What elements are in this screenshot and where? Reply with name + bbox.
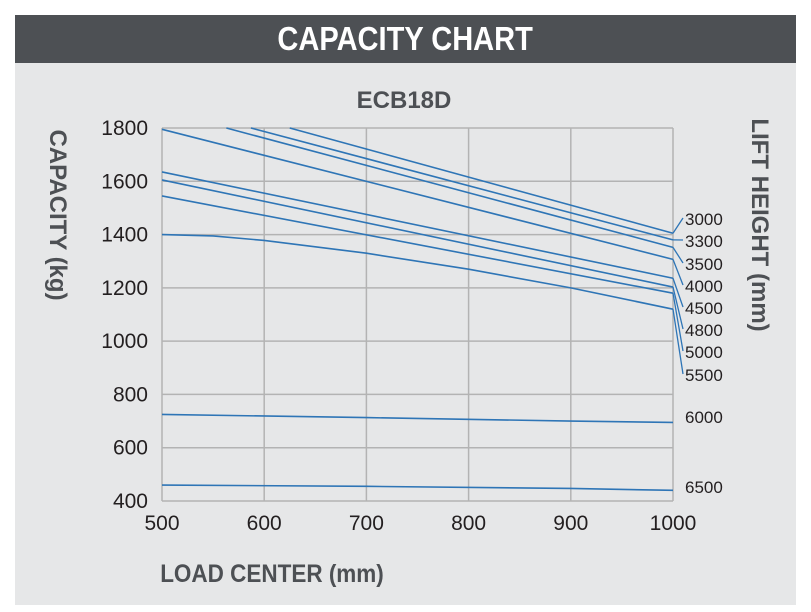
leader-line <box>672 293 684 352</box>
leader-line <box>672 247 684 264</box>
series-line-6000 <box>161 413 674 424</box>
leader-line <box>672 309 684 375</box>
y-tick-label: 600 <box>113 437 148 460</box>
series-label-4500: 4500 <box>685 299 723 318</box>
series-line-3000 <box>289 127 674 235</box>
series-label-6500: 6500 <box>685 478 723 497</box>
series-line-4000 <box>161 128 674 261</box>
header-title: CAPACITY CHART <box>277 20 534 57</box>
chart-header: CAPACITY CHART <box>15 15 796 63</box>
y-tick-label: 800 <box>113 383 148 406</box>
chart-panel <box>15 15 796 605</box>
x-tick-label: 700 <box>349 512 384 535</box>
series-line-5000 <box>161 195 674 294</box>
y-tick-label: 400 <box>113 490 148 513</box>
x-tick-label: 1000 <box>650 512 697 535</box>
chart-title: ECB18D <box>357 87 452 114</box>
leader-line <box>672 217 684 234</box>
y-tick-label: 1600 <box>101 170 148 193</box>
series-line-3500 <box>226 127 674 249</box>
series-label-3500: 3500 <box>685 255 723 274</box>
y-axis-label: CAPACITY (kg) <box>44 129 71 300</box>
series-line-3300 <box>250 127 674 241</box>
x-tick-label: 600 <box>247 512 282 535</box>
series-line-4500 <box>161 171 674 280</box>
series-label-6000: 6000 <box>685 408 723 427</box>
series-label-5500: 5500 <box>685 366 723 385</box>
y2-axis-label: LIFT HEIGHT (mm) <box>746 118 773 331</box>
series-label-3000: 3000 <box>685 210 723 229</box>
leader-line <box>672 259 684 286</box>
y-tick-label: 1800 <box>101 117 148 140</box>
x-tick-label: 500 <box>144 512 179 535</box>
x-tick-label: 800 <box>451 512 486 535</box>
series-label-4800: 4800 <box>685 321 723 340</box>
series-label-5000: 5000 <box>685 343 723 362</box>
series-label-4000: 4000 <box>685 277 723 296</box>
series-line-5500 <box>161 233 674 310</box>
x-axis-label: LOAD CENTER (mm) <box>160 560 384 588</box>
series-label-3300: 3300 <box>685 232 723 251</box>
y-tick-label: 1200 <box>101 277 148 300</box>
y-tick-label: 1400 <box>101 224 148 247</box>
series-line-4800 <box>161 179 674 288</box>
x-tick-label: 900 <box>553 512 588 535</box>
leader-line <box>672 286 684 330</box>
series-line-6500 <box>161 484 674 492</box>
y-tick-label: 1000 <box>101 330 148 353</box>
leader-line <box>672 278 684 308</box>
